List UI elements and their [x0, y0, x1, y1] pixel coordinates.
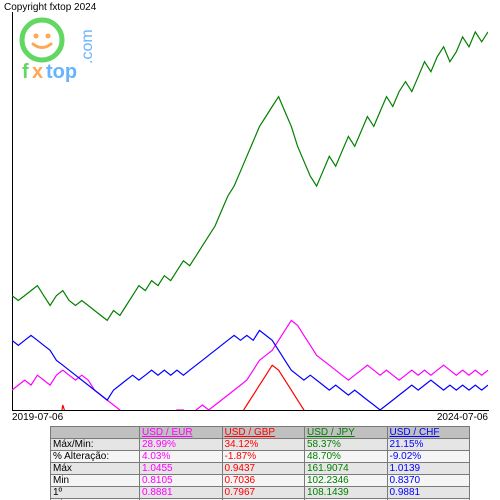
- data-cell: 0.8370: [387, 475, 470, 487]
- row-label: 1º: [51, 487, 140, 499]
- series-line: [12, 330, 488, 410]
- header-cell[interactable]: USD / JPY: [305, 427, 388, 439]
- data-cell: 108.1439: [305, 487, 388, 499]
- row-label: % Alteração:: [51, 451, 140, 463]
- data-cell: 28.99%: [140, 439, 223, 451]
- line-chart: [12, 12, 488, 410]
- table-row: Máx1.04550.9437161.90741.0139: [51, 463, 470, 475]
- table-row: Min0.81050.7036102.23460.8370: [51, 475, 470, 487]
- series-line: [12, 32, 488, 321]
- table-row: 1º0.88810.7967108.14390.9881: [51, 487, 470, 499]
- data-cell: 0.7036: [222, 475, 305, 487]
- data-cell: 161.9074: [305, 463, 388, 475]
- data-cell: 102.2346: [305, 475, 388, 487]
- data-cell: 1.0455: [140, 463, 223, 475]
- data-cell: 48.70%: [305, 451, 388, 463]
- series-line: [12, 320, 488, 410]
- row-label: Máx: [51, 463, 140, 475]
- data-cell: 0.9437: [222, 463, 305, 475]
- x-axis-end-label: 2024-07-06: [437, 412, 488, 423]
- series-line: [12, 365, 488, 410]
- row-label: Min: [51, 475, 140, 487]
- data-cell: 58.37%: [305, 439, 388, 451]
- header-cell[interactable]: USD / CHF: [387, 427, 470, 439]
- data-cell: 1.0139: [387, 463, 470, 475]
- table-header-row: USD / EURUSD / GBPUSD / JPYUSD / CHF: [51, 427, 470, 439]
- x-axis-start-label: 2019-07-06: [12, 412, 63, 423]
- stats-table-wrap: USD / EURUSD / GBPUSD / JPYUSD / CHFMáx/…: [50, 426, 470, 500]
- data-cell: 34.12%: [222, 439, 305, 451]
- data-cell: 4.03%: [140, 451, 223, 463]
- header-blank: [51, 427, 140, 439]
- row-label: Máx/Min:: [51, 439, 140, 451]
- data-cell: 21.15%: [387, 439, 470, 451]
- data-cell: 0.8881: [140, 487, 223, 499]
- data-cell: -1.87%: [222, 451, 305, 463]
- chart-container: Copyright fxtop 2024 f x top .com 2019-0…: [0, 0, 500, 500]
- data-cell: -9.02%: [387, 451, 470, 463]
- data-cell: 0.8105: [140, 475, 223, 487]
- stats-table: USD / EURUSD / GBPUSD / JPYUSD / CHFMáx/…: [50, 426, 470, 500]
- table-row: Máx/Min:28.99%34.12%58.37%21.15%: [51, 439, 470, 451]
- table-row: % Alteração:4.03%-1.87%48.70%-9.02%: [51, 451, 470, 463]
- header-cell[interactable]: USD / EUR: [140, 427, 223, 439]
- data-cell: 0.9881: [387, 487, 470, 499]
- header-cell[interactable]: USD / GBP: [222, 427, 305, 439]
- data-cell: 0.7967: [222, 487, 305, 499]
